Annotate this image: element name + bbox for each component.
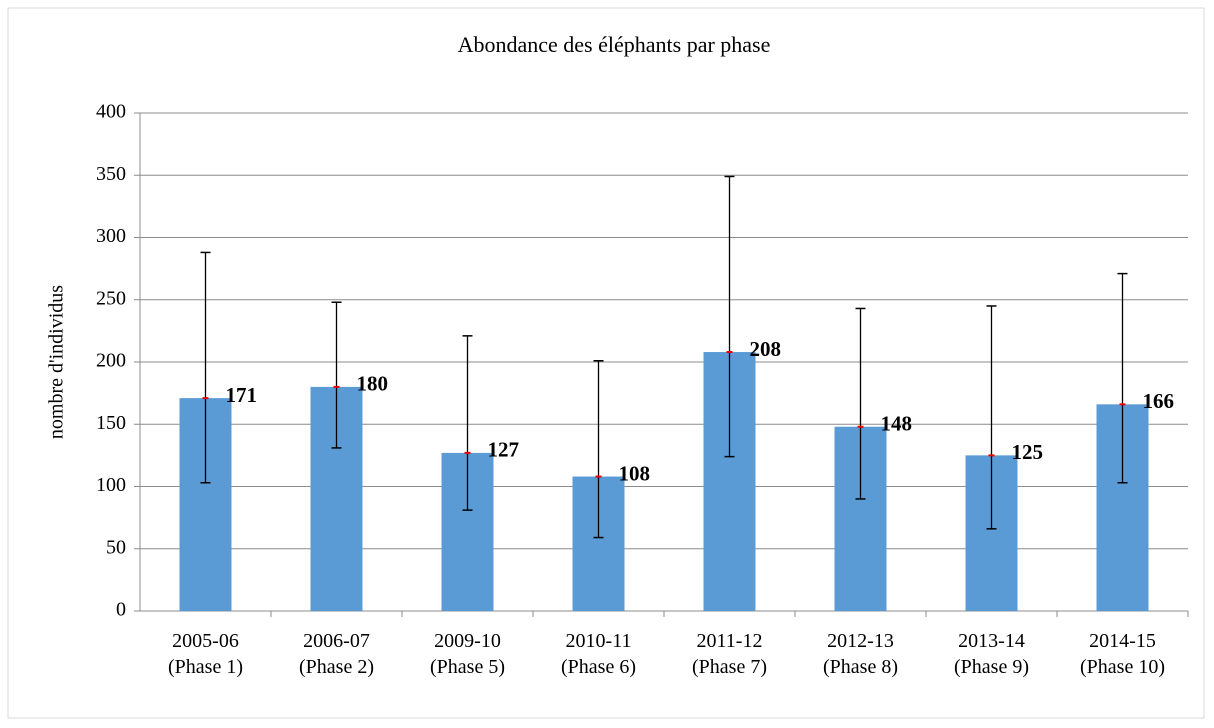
y-tick-label: 0 [116, 599, 126, 621]
data-label: 171 [226, 383, 258, 407]
x-tick-label: 2006-07 (Phase 2) [299, 630, 374, 678]
data-label: 108 [619, 461, 651, 485]
y-tick-label: 400 [96, 101, 126, 123]
y-tick-label: 50 [106, 536, 126, 558]
y-tick-label: 200 [96, 350, 126, 372]
y-tick-label: 100 [96, 474, 126, 496]
data-label: 127 [488, 438, 520, 462]
x-tick-label: 2010-11 (Phase 6) [561, 630, 636, 678]
chart-title: Abondance des éléphants par phase [458, 32, 771, 57]
y-axis-label: nombre d'individus [46, 285, 68, 439]
x-tick-label: 2009-10 (Phase 5) [430, 630, 505, 678]
data-label: 208 [750, 337, 782, 361]
data-label: 180 [357, 372, 389, 396]
y-tick-label: 300 [96, 225, 126, 247]
x-tick-label: 2005-06 (Phase 1) [168, 630, 243, 678]
data-label: 148 [881, 412, 913, 436]
y-tick-label: 150 [96, 412, 126, 434]
y-tick-label: 250 [96, 287, 126, 309]
x-tick-label: 2012-13 (Phase 8) [823, 630, 898, 678]
data-label: 166 [1143, 389, 1175, 413]
x-tick-label: 2011-12 (Phase 7) [692, 630, 767, 678]
data-label: 125 [1012, 440, 1044, 464]
x-tick-label: 2014-15 (Phase 10) [1080, 630, 1165, 678]
x-tick-label: 2013-14 (Phase 9) [954, 630, 1029, 678]
y-tick-label: 350 [96, 163, 126, 185]
